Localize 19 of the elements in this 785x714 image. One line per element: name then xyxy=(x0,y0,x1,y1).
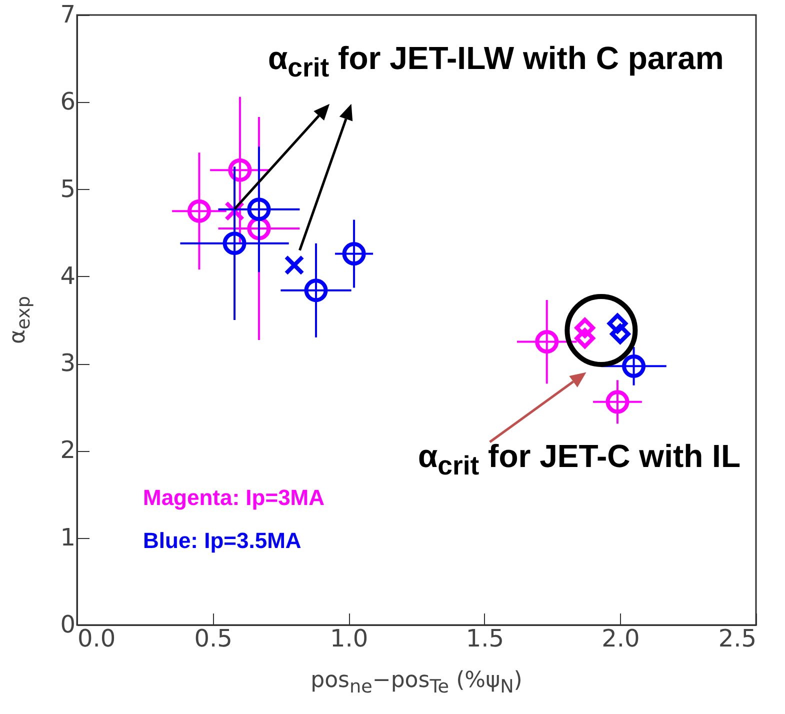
y-tick-label: 4 xyxy=(60,262,76,290)
annotation: Magenta: Ip=3MA xyxy=(143,485,325,511)
x-axis-title: pos$_{ne}$−pos$_{Te}$ (%ψ$_{N}$) xyxy=(310,668,522,698)
annotation: α$_{crit}$ for JET-C with IL xyxy=(418,438,740,482)
annotation: Blue: Ip=3.5MA xyxy=(143,528,302,554)
annotation: α$_{crit}$ for JET-ILW with C param xyxy=(268,40,724,84)
x-tick-label: 0.5 xyxy=(194,624,232,652)
y-tick-label: 2 xyxy=(60,436,76,464)
x-tick-label: 1.5 xyxy=(466,624,504,652)
y-tick-label: 1 xyxy=(60,523,76,552)
y-tick-label: 6 xyxy=(60,88,76,116)
x-tick-label: 2.0 xyxy=(602,624,640,652)
y-tick-label: 3 xyxy=(60,349,76,378)
y-tick-label: 7 xyxy=(60,0,76,28)
y-tick-label: 5 xyxy=(60,174,76,203)
y-tick-label: 0 xyxy=(60,610,76,638)
x-tick-label: 1.0 xyxy=(330,624,368,652)
x-tick-label: 0.0 xyxy=(78,624,116,652)
x-tick-label: 2.5 xyxy=(718,624,756,652)
